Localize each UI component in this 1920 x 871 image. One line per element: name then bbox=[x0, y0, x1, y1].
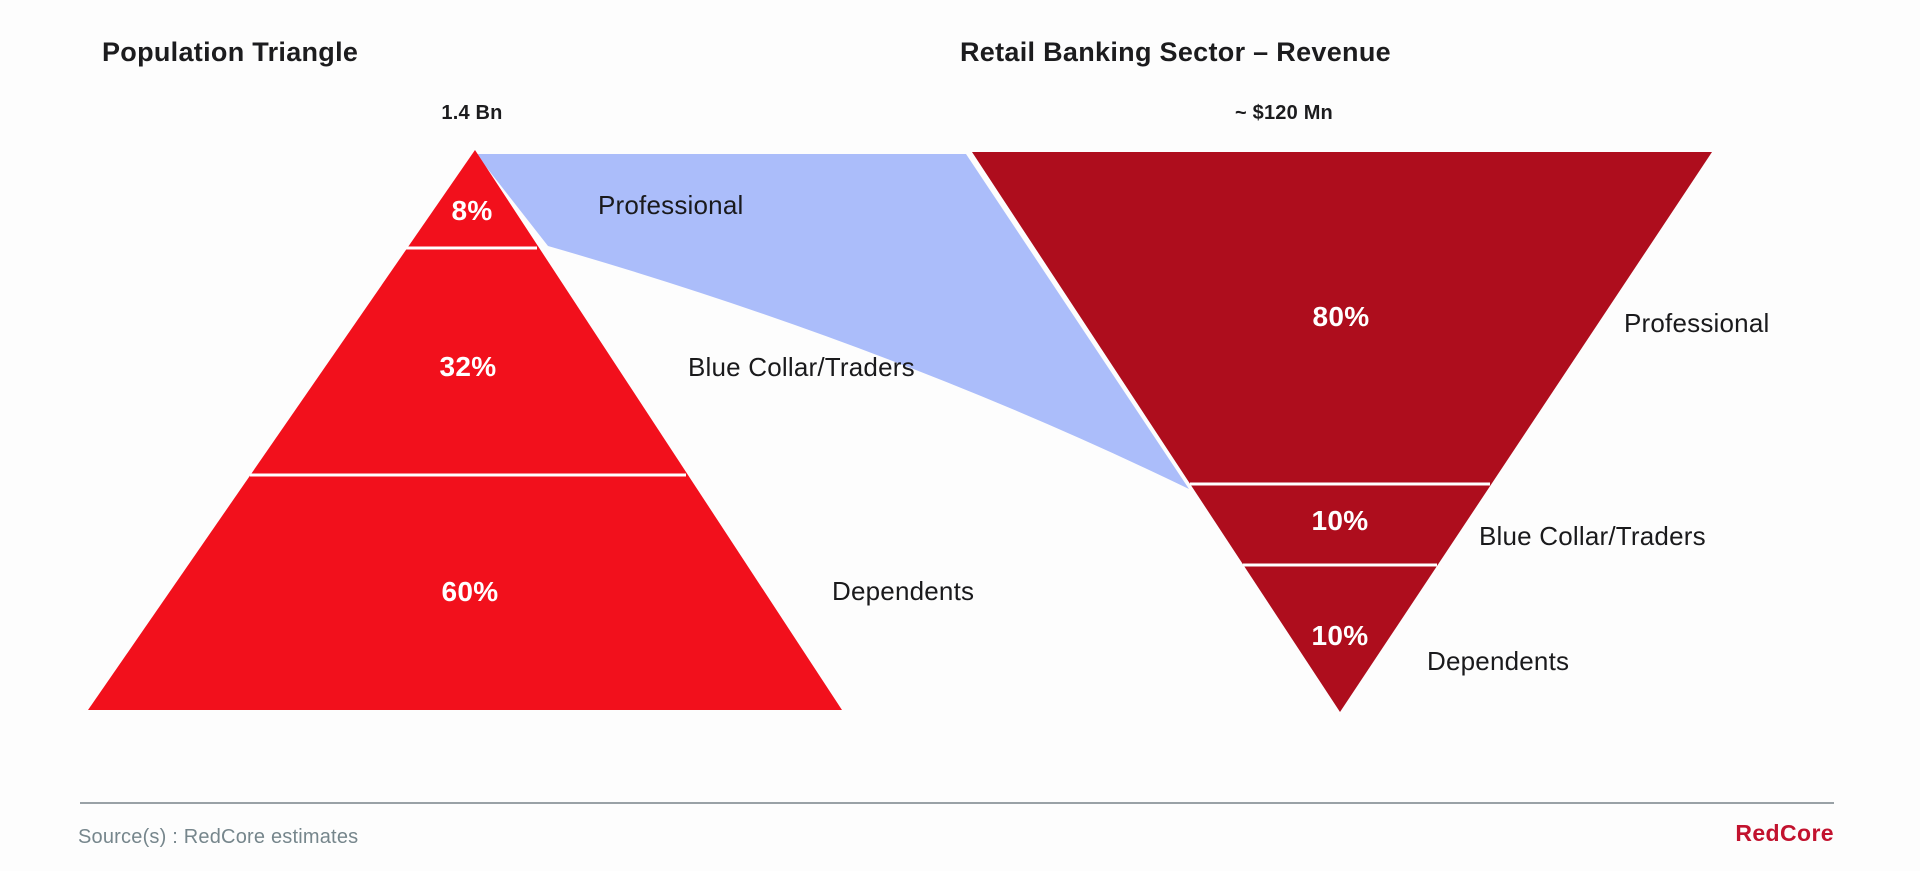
left-label-blue-collar-traders: Blue Collar/Traders bbox=[688, 352, 915, 382]
population-pyramid: 8% 32% 60% bbox=[88, 150, 842, 710]
right-label-dependents: Dependents bbox=[1427, 646, 1569, 676]
redcore-logo: RedCore bbox=[1735, 820, 1834, 846]
population-segment-2-value: 32% bbox=[440, 351, 497, 382]
left-label-professional: Professional bbox=[598, 190, 743, 220]
revenue-segment-3-value: 10% bbox=[1312, 620, 1369, 651]
left-label-dependents: Dependents bbox=[832, 576, 974, 606]
right-chart-total: ~ $120 Mn bbox=[1235, 102, 1333, 124]
revenue-segment-2-value: 10% bbox=[1312, 505, 1369, 536]
right-label-blue-collar-traders: Blue Collar/Traders bbox=[1479, 521, 1706, 551]
source-note: Source(s) : RedCore estimates bbox=[78, 826, 358, 848]
professional-flow-ribbon bbox=[476, 154, 1189, 489]
revenue-pyramid: 80% 10% 10% bbox=[972, 152, 1712, 712]
revenue-segment-1-value: 80% bbox=[1313, 301, 1370, 332]
left-chart-title: Population Triangle bbox=[102, 37, 358, 67]
left-chart-total: 1.4 Bn bbox=[441, 102, 502, 124]
right-chart-title: Retail Banking Sector – Revenue bbox=[960, 37, 1391, 67]
population-segment-3-value: 60% bbox=[442, 576, 499, 607]
population-pyramid-shape bbox=[88, 150, 842, 710]
right-label-professional: Professional bbox=[1624, 308, 1769, 338]
revenue-pyramid-shape bbox=[972, 152, 1712, 712]
population-segment-1-value: 8% bbox=[451, 195, 492, 226]
